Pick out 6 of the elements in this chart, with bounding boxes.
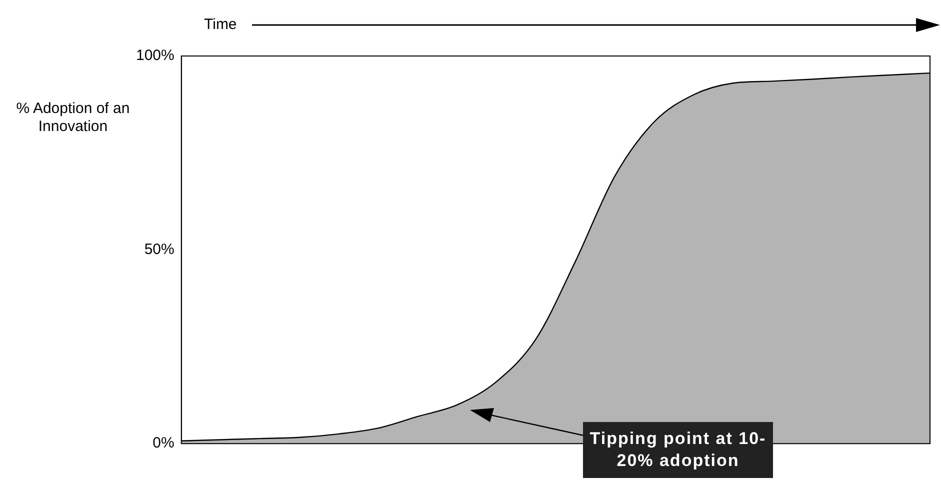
y-axis-title: % Adoption of an Innovation: [15, 100, 131, 136]
y-tick-label: 50%: [144, 240, 174, 258]
y-tick-label: 0%: [152, 434, 174, 452]
x-axis-title: Time: [204, 16, 237, 33]
y-tick-label: 100%: [136, 47, 174, 64]
annotation: Tipping point at 10-20% adoption: [583, 422, 773, 478]
